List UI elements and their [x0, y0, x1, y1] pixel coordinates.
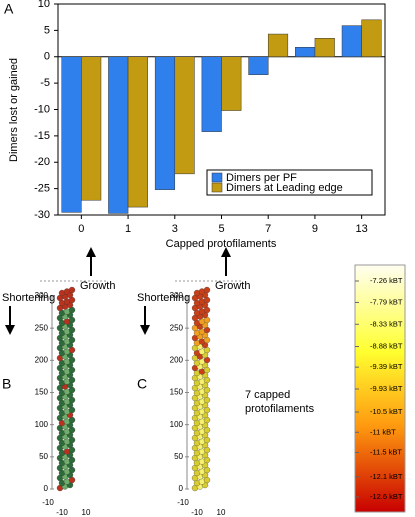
y-tick-label: 5: [44, 24, 50, 36]
bar: [314, 38, 335, 57]
x-tick-label: 10: [217, 508, 226, 517]
bar: [61, 56, 82, 213]
bar: [201, 56, 222, 132]
y-tick-label: 100: [35, 420, 49, 429]
colorbar-label: -8.33 kBT: [370, 319, 403, 328]
colorbar-label: -7.26 kBT: [370, 276, 403, 285]
bar: [154, 56, 176, 190]
y-tick-label: 300: [35, 291, 49, 300]
growth-label: Growth: [215, 280, 250, 292]
subunit: [68, 286, 76, 294]
shortening-label: Shortening: [2, 292, 55, 304]
bar: [174, 56, 195, 175]
panel-label: A: [4, 1, 14, 17]
y-tick-label: -30: [34, 209, 50, 221]
colorbar-label: -10.5 kBT: [370, 407, 403, 416]
y-tick-label: 300: [170, 291, 184, 300]
y-tick-label: 50: [174, 452, 183, 461]
x-tick-label: 10: [82, 508, 91, 517]
x-tick-label: -10: [56, 508, 68, 517]
y-tick-label: 200: [170, 355, 184, 364]
x-tick-label: 13: [356, 223, 368, 235]
y-tick-label: 10: [38, 0, 50, 10]
colorbar-label: -11.5 kBT: [370, 447, 402, 456]
y-tick-label: -10: [34, 103, 50, 115]
y-tick-label: -15: [34, 130, 50, 142]
bar: [295, 47, 316, 58]
y-axis-label: Dimers lost or gained: [8, 58, 20, 162]
bar: [127, 56, 148, 208]
legend-label: Dimers per PF: [226, 172, 297, 184]
x-tick-label: -10: [177, 498, 189, 507]
bar: [361, 19, 382, 57]
y-tick-label: 0: [179, 484, 184, 493]
legend-swatch: [211, 182, 223, 193]
growth-label: Growth: [80, 280, 115, 292]
y-tick-label: -25: [34, 183, 50, 195]
annotation: 7 capped protofilaments: [245, 389, 315, 415]
x-tick-label: -10: [42, 498, 54, 507]
y-tick-label: 100: [170, 420, 184, 429]
x-tick-label: 0: [78, 223, 84, 235]
bar: [267, 33, 289, 58]
y-tick-label: 50: [39, 452, 48, 461]
colorbar-label: -11 kBT: [370, 427, 396, 436]
legend-label: Dimers at Leading edge: [226, 182, 343, 194]
legend-swatch: [211, 172, 223, 183]
x-tick-label: -10: [191, 508, 203, 517]
bar: [221, 56, 242, 111]
colorbar: [354, 264, 406, 513]
y-tick-label: 150: [35, 388, 49, 397]
panel-label: C: [137, 376, 147, 392]
x-tick-label: 9: [312, 223, 318, 235]
x-tick-label: 7: [265, 223, 271, 235]
y-tick-label: -20: [34, 156, 50, 168]
panel-label: B: [2, 376, 11, 392]
bar: [341, 25, 362, 57]
colorbar-label: -12.6 kBT: [370, 492, 403, 501]
y-tick-label: 250: [35, 323, 49, 332]
colorbar-label: -9.39 kBT: [370, 362, 403, 371]
y-tick-label: 250: [170, 323, 184, 332]
colorbar-label: -9.93 kBT: [370, 384, 403, 393]
y-tick-label: 0: [44, 51, 50, 63]
bar: [248, 56, 269, 75]
colorbar-label: -8.88 kBT: [370, 342, 403, 351]
x-tick-label: 1: [125, 223, 131, 235]
x-tick-label: 5: [218, 223, 224, 235]
subunit: [203, 286, 211, 294]
shortening-label: Shortening: [137, 292, 190, 304]
legend-box: [206, 169, 373, 196]
y-tick-label: 0: [44, 484, 49, 493]
colorbar-label: -12.1 kBT: [370, 472, 403, 481]
y-tick-label: 200: [35, 355, 49, 364]
bar: [108, 56, 129, 214]
y-tick-label: 150: [170, 388, 184, 397]
colorbar-label: -7.79 kBT: [370, 297, 403, 306]
x-tick-label: 3: [172, 223, 178, 235]
y-tick-label: -5: [40, 77, 50, 89]
bar: [81, 56, 102, 201]
x-axis-label: Capped protofilaments: [166, 238, 277, 250]
